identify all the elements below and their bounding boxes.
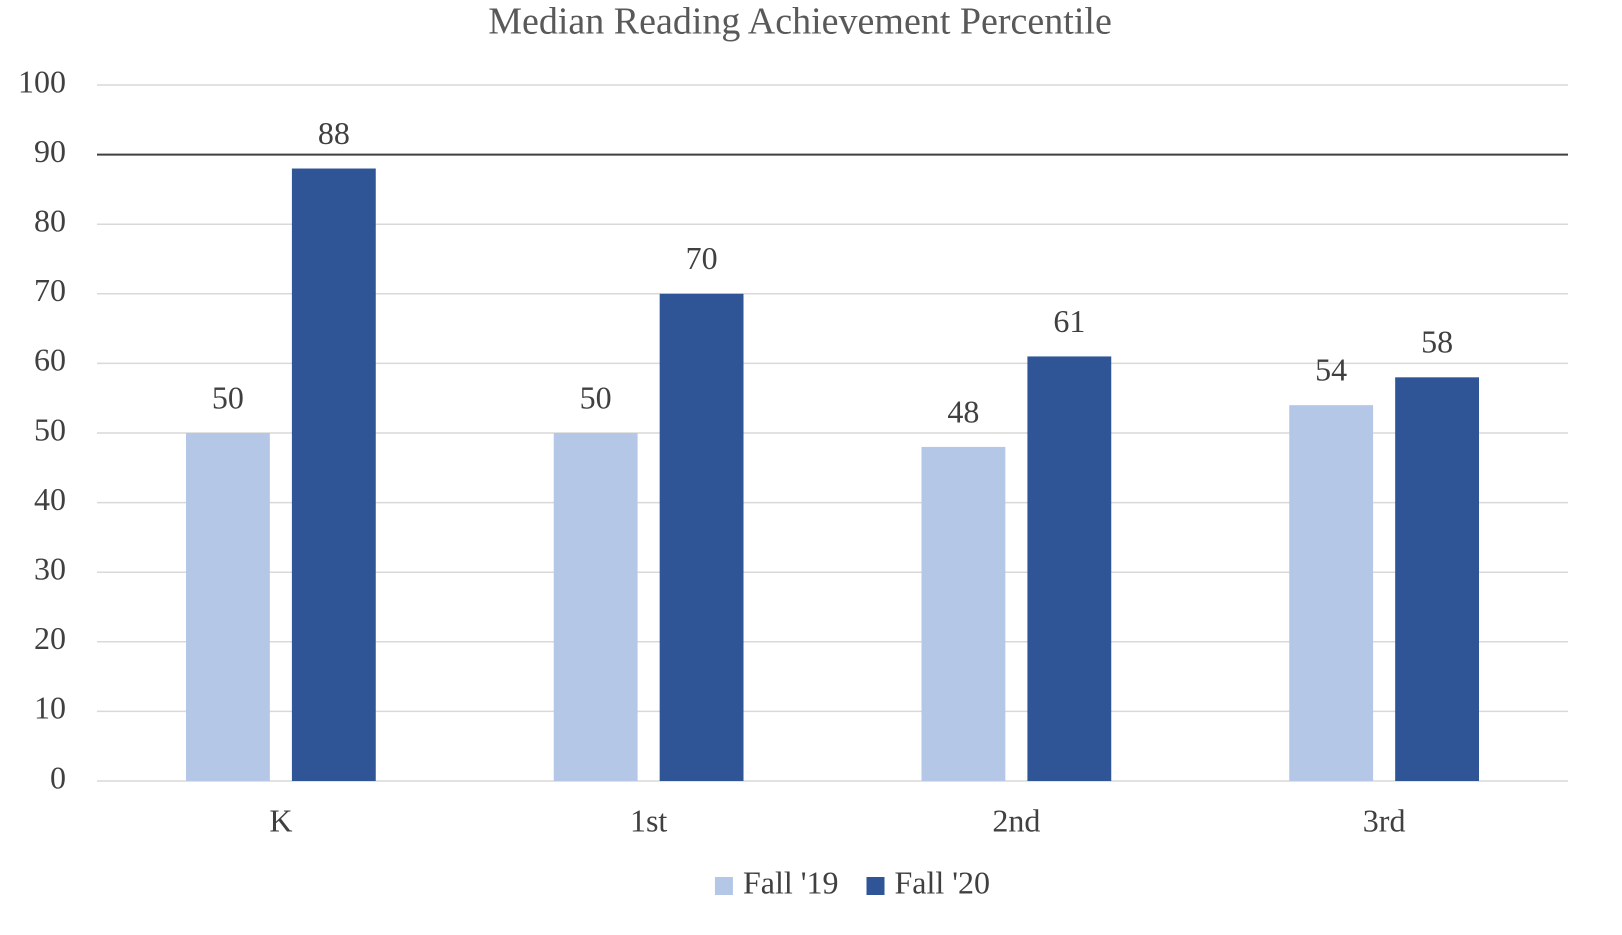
data-label: 48 xyxy=(947,393,979,429)
data-label: 70 xyxy=(686,240,718,276)
bar xyxy=(921,446,1006,781)
bar xyxy=(1027,356,1112,781)
legend-label: Fall '20 xyxy=(895,864,991,900)
bar xyxy=(291,168,376,781)
y-tick-label: 20 xyxy=(34,620,66,656)
legend-swatch xyxy=(714,877,733,895)
y-tick-label: 100 xyxy=(18,63,66,99)
y-tick-label: 90 xyxy=(34,133,66,169)
bar xyxy=(185,433,270,781)
x-tick-label: 3rd xyxy=(1363,802,1406,838)
bar xyxy=(553,433,638,781)
y-tick-label: 40 xyxy=(34,481,66,517)
y-tick-label: 60 xyxy=(34,342,66,378)
x-tick-label: 1st xyxy=(630,802,667,838)
data-label: 88 xyxy=(318,115,350,151)
x-tick-label: K xyxy=(269,802,292,838)
data-label: 54 xyxy=(1315,352,1347,388)
x-tick-label: 2nd xyxy=(992,802,1040,838)
legend-label: Fall '19 xyxy=(743,864,839,900)
y-tick-label: 70 xyxy=(34,272,66,308)
y-tick-label: 10 xyxy=(34,690,66,726)
bar xyxy=(1395,377,1480,781)
y-tick-label: 0 xyxy=(50,759,66,795)
data-label: 50 xyxy=(212,379,244,415)
y-tick-label: 50 xyxy=(34,411,66,447)
y-tick-label: 30 xyxy=(34,551,66,587)
y-tick-label: 80 xyxy=(34,203,66,239)
data-label: 50 xyxy=(580,379,612,415)
bar xyxy=(1289,405,1374,781)
data-label: 61 xyxy=(1053,303,1085,339)
data-label: 58 xyxy=(1421,324,1453,360)
legend-swatch xyxy=(866,877,885,895)
bar xyxy=(659,293,744,781)
chart-title: Median Reading Achievement Percentile xyxy=(488,1,1112,43)
